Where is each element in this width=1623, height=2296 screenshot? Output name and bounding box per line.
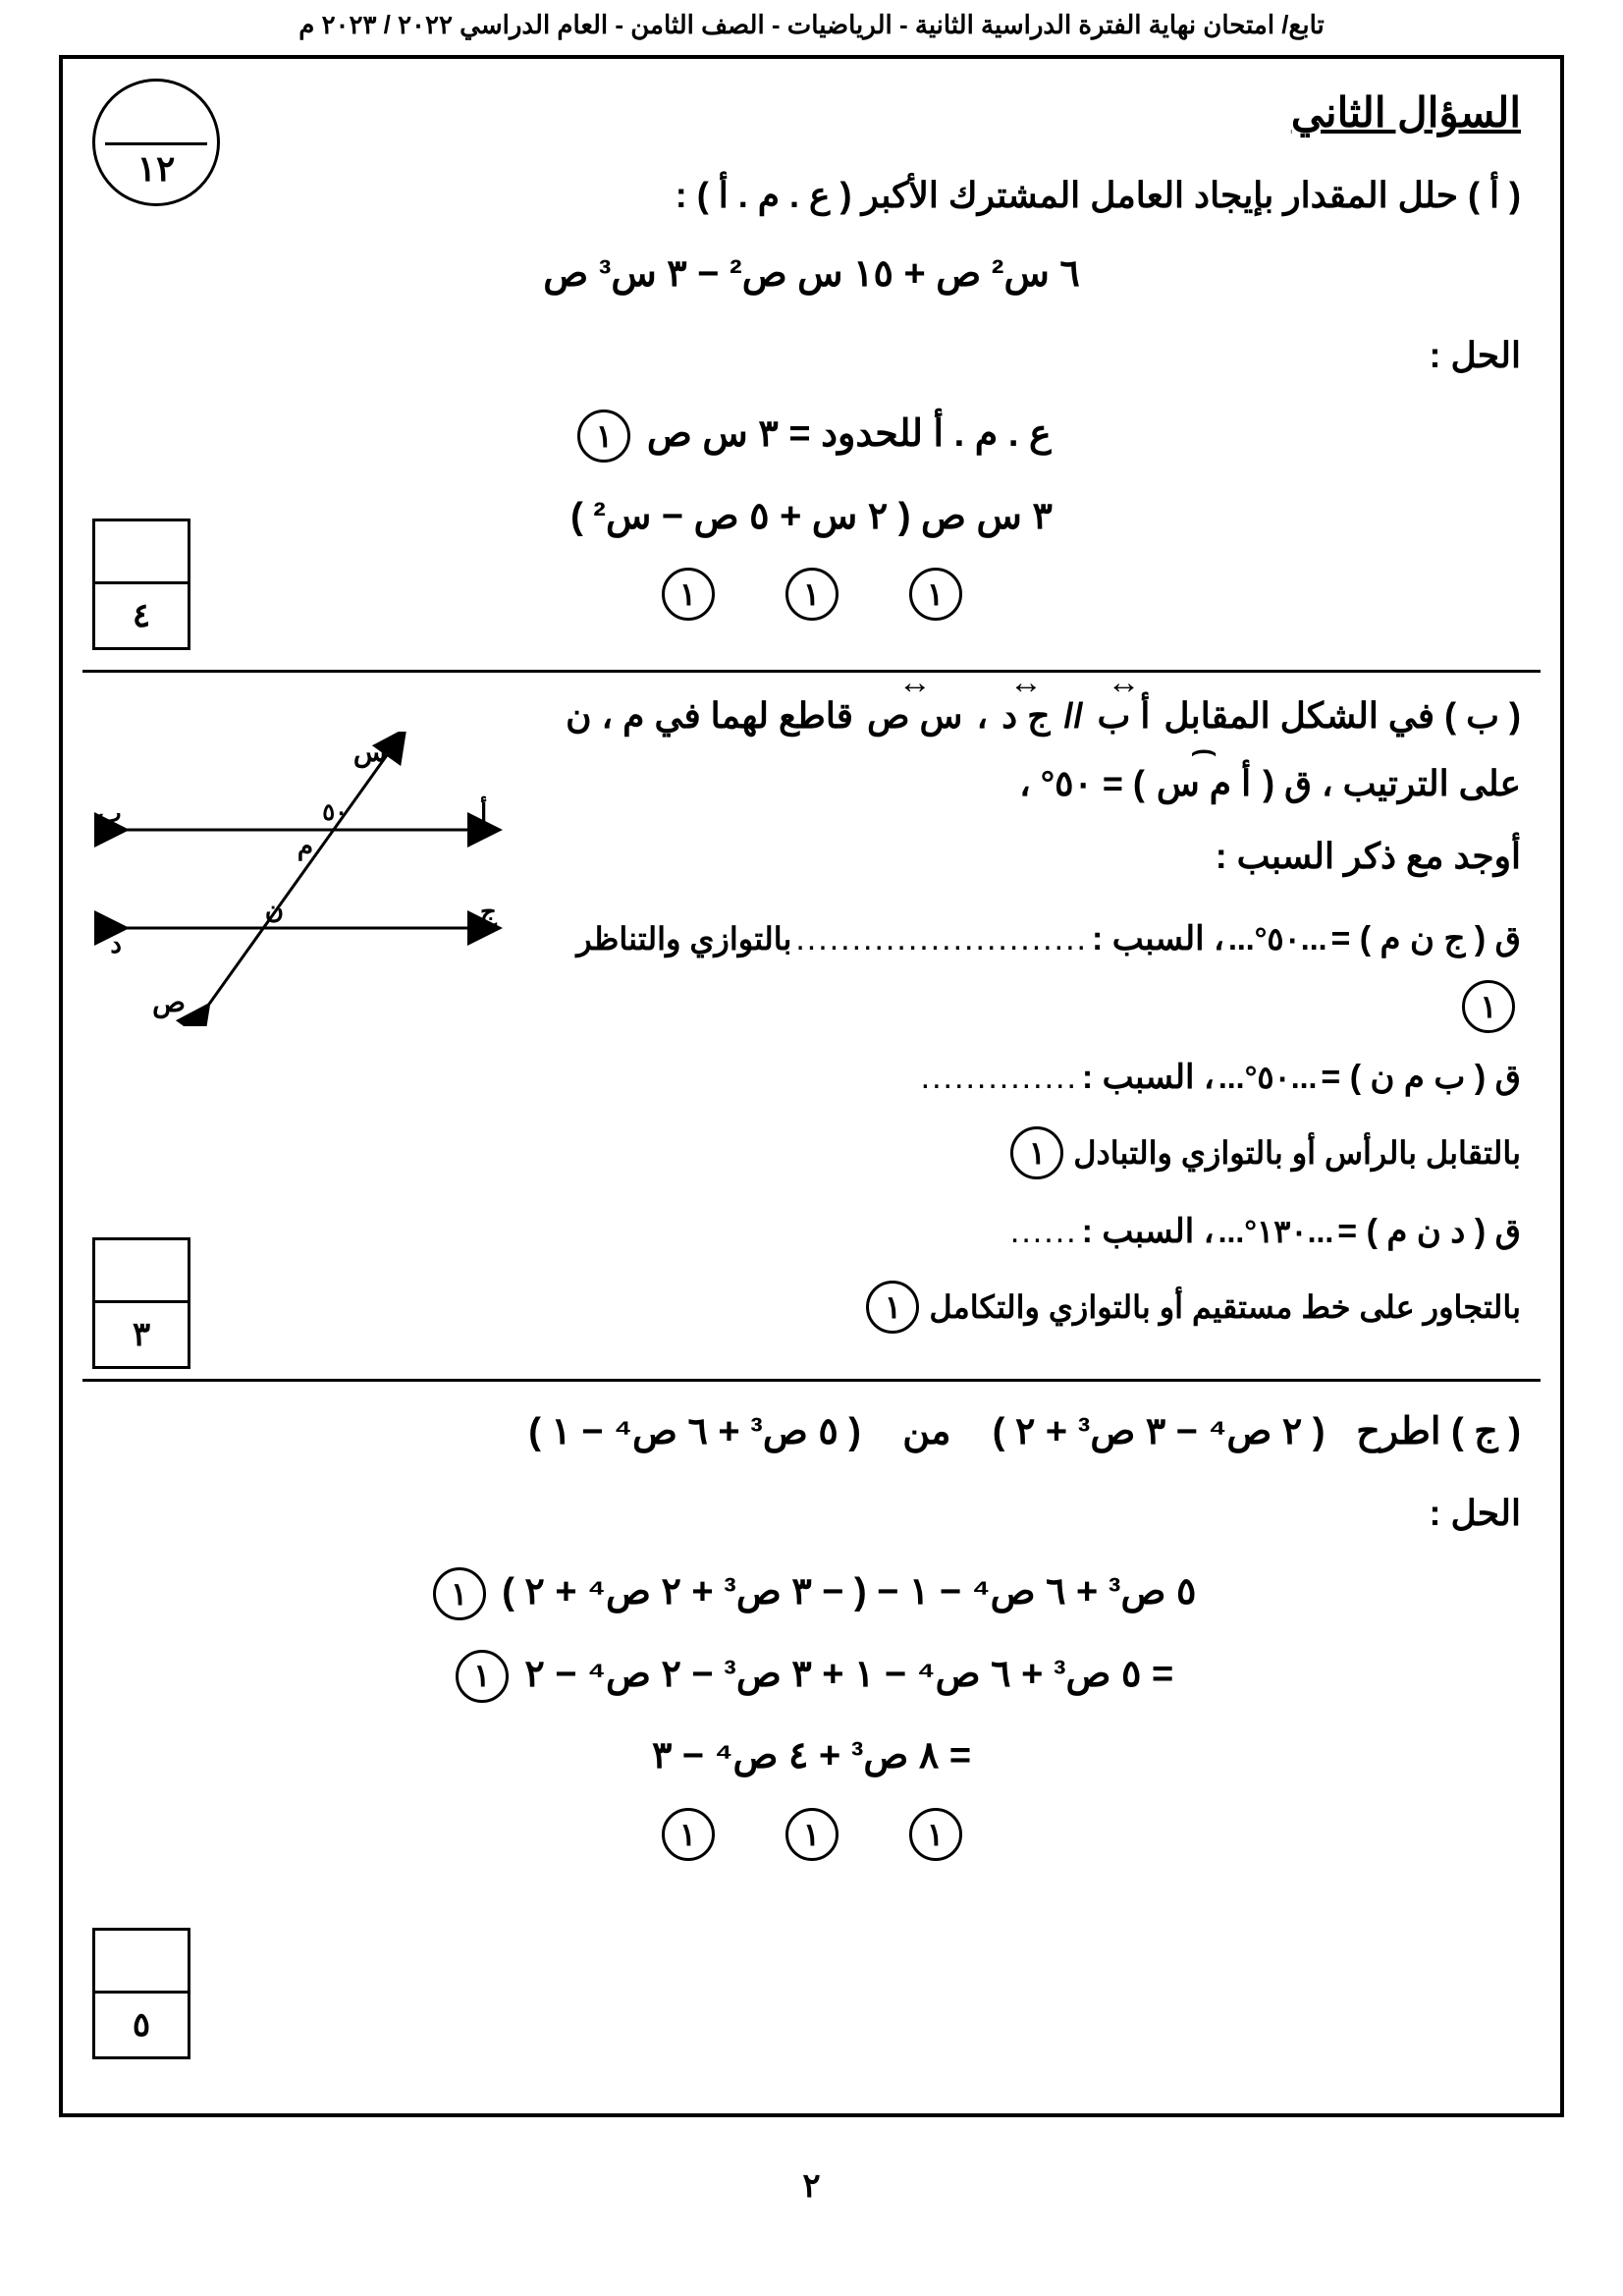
dots: ......	[1010, 1195, 1078, 1269]
t: ٥ ص³ + ٦ ص⁴ − ١ − ( − ٣ ص³ + ٢ ص⁴ + ٢ )	[502, 1571, 1196, 1613]
score-box-top	[95, 521, 188, 584]
mark-circle: ١	[1462, 980, 1515, 1033]
part-a-marks-row: ١ ١ ١	[102, 568, 1521, 621]
line-cd: ج د	[998, 683, 1054, 749]
reason: بالتجاور على خط مستقيم أو بالتوازي والتك…	[929, 1273, 1521, 1341]
mark-circle: ١	[662, 568, 715, 621]
part-b-row3: ق ( د ن م ) = ...١٣٠°... ، السبب : .....…	[524, 1195, 1521, 1341]
part-a-expression: ٦ س² ص + ١٥ س ص² − ٣ س³ ص	[102, 234, 1521, 316]
t: ،	[977, 695, 989, 736]
part-b-row1: ق ( ج ن م ) = ...٥٠°... ، السبب : ......…	[524, 902, 1521, 1033]
svg-text:ب: ب	[98, 798, 122, 828]
mark-circle: ١	[456, 1650, 509, 1703]
part-b-score-box: ٣	[92, 1237, 190, 1369]
page-header: تابع/ امتحان نهاية الفترة الدراسية الثان…	[0, 0, 1623, 45]
part-c-score-box: ٥	[92, 1928, 190, 2059]
t: //	[1063, 695, 1083, 736]
part-a-line1-text: ع . م . أ للحدود = ٣ س ص	[647, 413, 1052, 455]
poly2: ( ٥ ص³ + ٦ ص⁴ − ١ )	[528, 1411, 861, 1452]
page-number: ٢	[0, 2157, 1623, 2206]
score-box-value: ٥	[95, 1994, 188, 2056]
dots: ..............	[921, 1041, 1078, 1115]
question-title: السؤال الثاني	[63, 59, 1560, 146]
main-frame: ١٢ السؤال الثاني ( أ ) حلل المقدار بإيجا…	[59, 55, 1564, 2117]
answer: ...٥٠°...	[1218, 1043, 1318, 1112]
poly1: ( ٢ ص⁴ − ٣ ص³ + ٢ )	[993, 1411, 1325, 1452]
exam-page: تابع/ امتحان نهاية الفترة الدراسية الثان…	[0, 0, 1623, 2296]
score-box-value: ٤	[95, 584, 188, 647]
t: ق ( د ن م ) =	[1337, 1195, 1521, 1269]
mark-circle: ١	[785, 568, 839, 621]
part-a-line1: ع . م . أ للحدود = ٣ س ص ١	[102, 394, 1521, 476]
mark-circle: ١	[909, 568, 962, 621]
t: ، السبب :	[1082, 1195, 1215, 1269]
svg-text:م: م	[298, 831, 313, 861]
part-a-sol-label: الحل :	[102, 316, 1521, 394]
svg-text:ص: ص	[152, 987, 186, 1019]
svg-text:ج: ج	[480, 897, 498, 927]
t: ( ج ) اطرح	[1356, 1411, 1521, 1452]
score-box-value: ٣	[95, 1303, 188, 1366]
t: = ٥ ص³ + ٦ ص⁴ − ١ + ٣ ص³ − ٢ ص⁴ − ٢	[524, 1654, 1173, 1695]
mark-circle: ١	[866, 1281, 919, 1334]
score-box-top	[95, 1931, 188, 1994]
answer: ...١٣٠°...	[1218, 1197, 1334, 1266]
part-b-row2: ق ( ب م ن ) = ...٥٠°... ، السبب : ......…	[524, 1041, 1521, 1187]
line-ss: س ص	[863, 683, 966, 749]
t: ) = ٥٠° ،	[1019, 763, 1145, 803]
part-b: ( ب ) في الشكل المقابل أ ب // ج د ، س ص …	[63, 673, 1560, 1379]
part-a-prompt: ( أ ) حلل المقدار بإيجاد العامل المشترك …	[102, 156, 1521, 234]
score-box-top	[95, 1240, 188, 1303]
part-c-prompt: ( ج ) اطرح ( ٢ ص⁴ − ٣ ص³ + ٢ ) من ( ٥ ص³…	[102, 1392, 1521, 1474]
part-b-find: أوجد مع ذكر السبب :	[524, 817, 1521, 895]
part-c: ( ج ) اطرح ( ٢ ص⁴ − ٣ ص³ + ٢ ) من ( ٥ ص³…	[63, 1382, 1560, 2089]
svg-text:أ: أ	[480, 795, 487, 828]
svg-text:ن: ن	[265, 895, 284, 924]
reason: بالتوازي والتناظر	[576, 904, 791, 973]
part-b-intro: ( ب ) في الشكل المقابل أ ب // ج د ، س ص …	[524, 683, 1521, 817]
mark-circle: ١	[662, 1808, 715, 1861]
part-c-line1: ٥ ص³ + ٦ ص⁴ − ١ − ( − ٣ ص³ + ٢ ص⁴ + ٢ ) …	[102, 1552, 1521, 1634]
mark-circle: ١	[1010, 1126, 1063, 1179]
part-c-line2: = ٥ ص³ + ٦ ص⁴ − ١ + ٣ ص³ − ٢ ص⁴ − ٢ ١	[102, 1634, 1521, 1717]
svg-text:س: س	[353, 737, 387, 769]
part-c-sol-label: الحل :	[102, 1474, 1521, 1552]
part-a: ( أ ) حلل المقدار بإيجاد العامل المشترك …	[63, 146, 1560, 670]
part-c-marks-row: ١ ١ ١	[102, 1808, 1521, 1861]
t: ق ( ب م ن ) =	[1321, 1041, 1521, 1115]
geometry-diagram: س أ ب م ٥٠ ج د ن ص	[92, 732, 505, 1026]
svg-text:د: د	[110, 929, 122, 958]
part-a-line2: ٣ س ص ( ٢ س + ٥ ص − س² )	[102, 476, 1521, 559]
mark-circle: ١	[785, 1808, 839, 1861]
reason: بالتقابل بالرأس أو بالتوازي والتبادل	[1073, 1119, 1521, 1187]
dots: ..........................	[795, 902, 1088, 976]
svg-text:٥٠: ٥٠	[322, 799, 348, 826]
part-c-line3: = ٨ ص³ + ٤ ص⁴ − ٣	[102, 1716, 1521, 1798]
t: من	[902, 1411, 950, 1452]
angle-ams: أ م س	[1155, 750, 1253, 817]
t: ق ( ج ن م ) =	[1330, 902, 1521, 976]
answer: ...٥٠°...	[1228, 904, 1327, 973]
t: ، السبب :	[1092, 902, 1224, 976]
t: ، السبب :	[1082, 1041, 1215, 1115]
mark-circle: ١	[909, 1808, 962, 1861]
mark-circle: ١	[577, 410, 630, 463]
mark-circle: ١	[433, 1567, 486, 1620]
part-a-score-box: ٤	[92, 519, 190, 650]
